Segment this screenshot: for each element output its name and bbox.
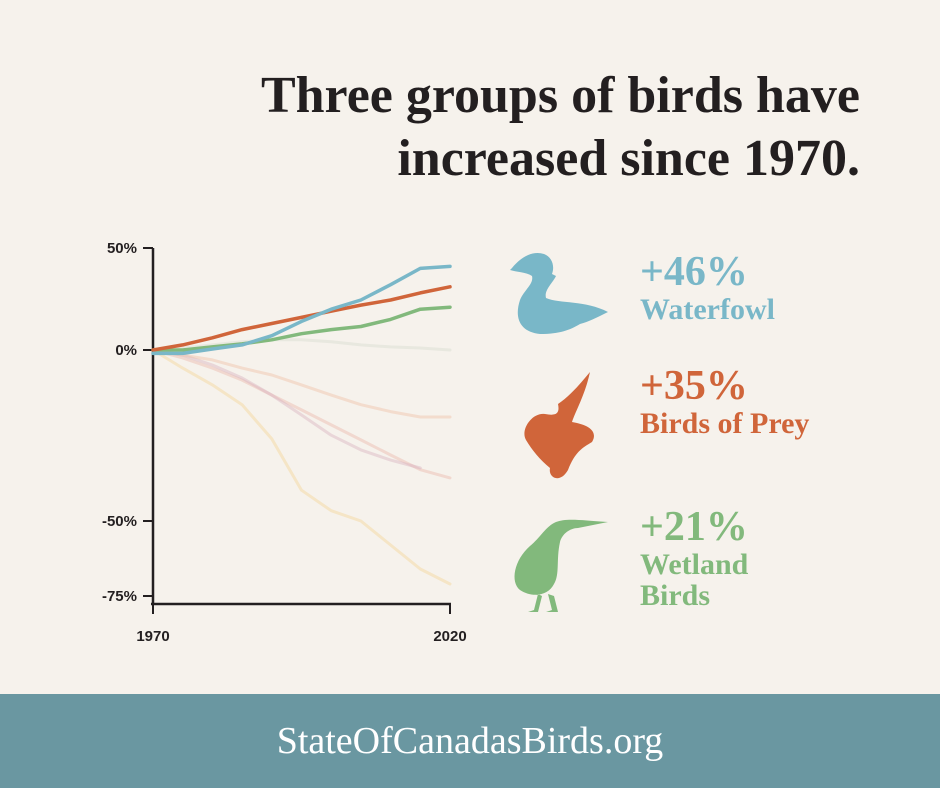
series-line [151, 264, 452, 356]
y-tick-label: 0% [115, 342, 137, 359]
x-tick-label: 2020 [433, 628, 466, 645]
faded-line [151, 348, 452, 480]
callout: +46% Waterfowl [640, 250, 810, 325]
heron-icon [514, 519, 608, 612]
faded-line [151, 348, 422, 470]
change-label: +46% [640, 249, 748, 295]
faded-line [151, 348, 452, 419]
change-label: +21% [640, 504, 748, 550]
footer: StateOfCanadasBirds.org [0, 694, 940, 788]
hawk-icon [524, 372, 594, 479]
chart: Three groups of birds have increased sin… [102, 67, 860, 645]
title-line: Three groups of birds have [261, 67, 860, 124]
legend-label: Waterfowl [640, 293, 775, 326]
legend-label: Birds of Prey [640, 407, 810, 440]
x-tick-label: 1970 [136, 628, 169, 645]
legend-label: Wetland Birds [640, 548, 749, 612]
series-line [151, 285, 452, 352]
title-line: increased since 1970. [397, 130, 860, 187]
series-line [151, 305, 452, 352]
duck-icon [510, 252, 608, 334]
y-tick-label: -50% [102, 513, 137, 530]
faded-line [151, 348, 452, 586]
faded-line [151, 338, 452, 352]
y-tick-label: -75% [102, 588, 137, 605]
change-label: +35% [640, 363, 748, 409]
callout: +21% Wetland Birds [640, 505, 810, 611]
y-tick-label: 50% [107, 240, 137, 257]
callout: +35% Birds of Prey [640, 364, 810, 439]
